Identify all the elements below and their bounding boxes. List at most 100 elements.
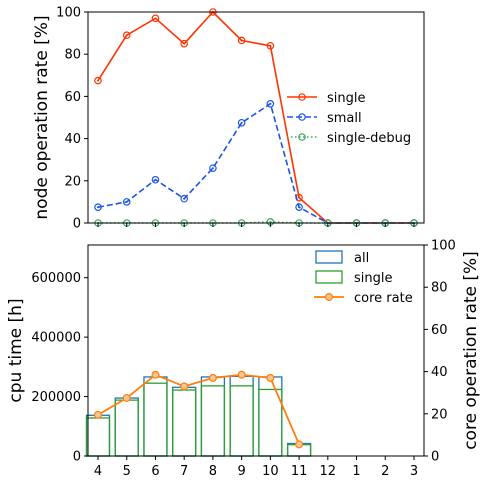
legend-label-all: all [354, 251, 369, 266]
top-ytick-label: 0 [73, 217, 81, 232]
legend-label-single-debug: single-debug [327, 131, 411, 146]
point-single-4 [94, 76, 102, 85]
xtick-label-9: 9 [237, 464, 245, 479]
legend-label-single: single [327, 91, 366, 106]
series-line-small [97, 102, 414, 224]
point-dot-small-6 [154, 178, 157, 181]
xtick-label-7: 7 [180, 464, 188, 479]
legend-label-small: small [327, 111, 362, 126]
point-dot-small-7 [183, 197, 186, 200]
bottom-y2tick-label: 80 [431, 281, 448, 296]
legend-marker-small [298, 113, 306, 121]
point-dot-single-debug-10 [269, 220, 272, 223]
series-line-single [97, 10, 414, 224]
legend-marker-single [298, 93, 306, 101]
point-dot-single-9 [240, 39, 243, 42]
legend-marker-single-debug [298, 133, 306, 141]
point-single-10 [266, 41, 275, 50]
bar-all-5 [114, 397, 139, 457]
top-ylabel: node operation rate [%] [32, 15, 52, 219]
bar-all-6 [143, 376, 168, 457]
xtick-label-11: 11 [291, 464, 308, 479]
top-ytick-label: 60 [64, 90, 81, 105]
point-small-4 [94, 203, 102, 211]
xtick-label-1: 1 [352, 464, 360, 479]
legend-label-single: single [354, 271, 393, 286]
xtick-label-6: 6 [151, 464, 159, 479]
bottom-ytick-label: 0 [73, 450, 81, 465]
point-core-rate-8 [208, 373, 217, 382]
top-ytick-label: 20 [64, 174, 81, 189]
bar-all-7 [172, 386, 197, 457]
point-single-5 [122, 31, 131, 40]
point-dot-small-9 [240, 121, 243, 124]
point-small-11 [295, 203, 303, 211]
point-dot-single-6 [154, 17, 157, 20]
legend-swatch-single [315, 270, 343, 284]
top-ytick-label: 100 [56, 6, 81, 21]
bottom-y2tick-label: 0 [431, 450, 439, 465]
bar-single-9 [229, 385, 254, 457]
bar-single-10 [258, 388, 283, 457]
legend-label-core-rate: core rate [354, 291, 413, 306]
point-dot-single-5 [125, 34, 128, 37]
xtick-label-12: 12 [320, 464, 337, 479]
point-dot-single-4 [97, 79, 99, 82]
point-single-6 [151, 14, 160, 23]
top-panel: 0 20 40 60 80 100 node operation rate [%] singl… [32, 6, 425, 232]
xtick-label-2: 2 [381, 464, 389, 479]
bottom-y2tick-label: 100 [431, 239, 456, 254]
point-core-rate-10 [266, 373, 275, 382]
point-core-rate-9 [237, 370, 246, 379]
point-core-rate-11 [295, 440, 304, 449]
point-core-rate-6 [151, 370, 160, 379]
bar-single-4 [85, 417, 111, 457]
bottom-ylabel: cpu time [h] [6, 298, 26, 402]
bar-all-4 [85, 414, 111, 457]
point-small-6 [151, 175, 160, 184]
bottom-y2tick-label: 40 [431, 365, 448, 380]
bottom-ytick-label: 400000 [31, 331, 81, 346]
point-core-rate-4 [93, 410, 102, 419]
bottom-ytick-label: 600000 [31, 271, 81, 286]
point-small-7 [180, 194, 188, 203]
point-single-7 [180, 39, 188, 48]
top-ytick-label: 80 [64, 48, 81, 63]
point-small-9 [237, 118, 246, 127]
legend-marker-core-rate [325, 293, 334, 302]
top-plot-frame [87, 11, 425, 224]
point-dot-small-11 [298, 206, 301, 209]
series-line-core-rate [97, 373, 300, 445]
point-dot-single-11 [298, 196, 301, 199]
bottom-panel: 0 200000 400000 600000 0 20 40 60 80 100 4 5 6 7 8 9 10 1… [6, 239, 481, 480]
bar-single-8 [200, 385, 226, 457]
point-small-8 [209, 164, 217, 172]
point-dot-small-10 [269, 102, 272, 105]
bar-all-8 [200, 376, 226, 457]
bar-single-5 [114, 399, 139, 457]
bottom-y2tick-label: 20 [431, 407, 448, 422]
xtick-label-10: 10 [262, 464, 279, 479]
point-dot-small-4 [97, 206, 99, 209]
bottom-plot-frame [87, 244, 425, 457]
legend-swatch-all [315, 250, 343, 264]
point-dot-single-7 [183, 42, 186, 45]
bottom-y2tick-label: 60 [431, 323, 448, 338]
top-ytick-label: 40 [64, 132, 81, 147]
xtick-label-5: 5 [123, 464, 131, 479]
point-dot-single-10 [269, 44, 272, 47]
xtick-label-8: 8 [209, 464, 217, 479]
xtick-label-3: 3 [410, 464, 418, 479]
bar-single-7 [172, 389, 197, 457]
point-single-9 [237, 36, 246, 45]
point-dot-small-8 [211, 167, 214, 170]
xtick-label-4: 4 [94, 464, 102, 479]
bottom-ytick-label: 200000 [31, 390, 81, 405]
point-core-rate-5 [122, 393, 131, 402]
point-small-10 [266, 99, 275, 108]
point-core-rate-7 [180, 382, 189, 391]
bar-single-6 [143, 382, 168, 457]
bar-all-9 [229, 375, 254, 457]
point-small-5 [122, 198, 131, 206]
